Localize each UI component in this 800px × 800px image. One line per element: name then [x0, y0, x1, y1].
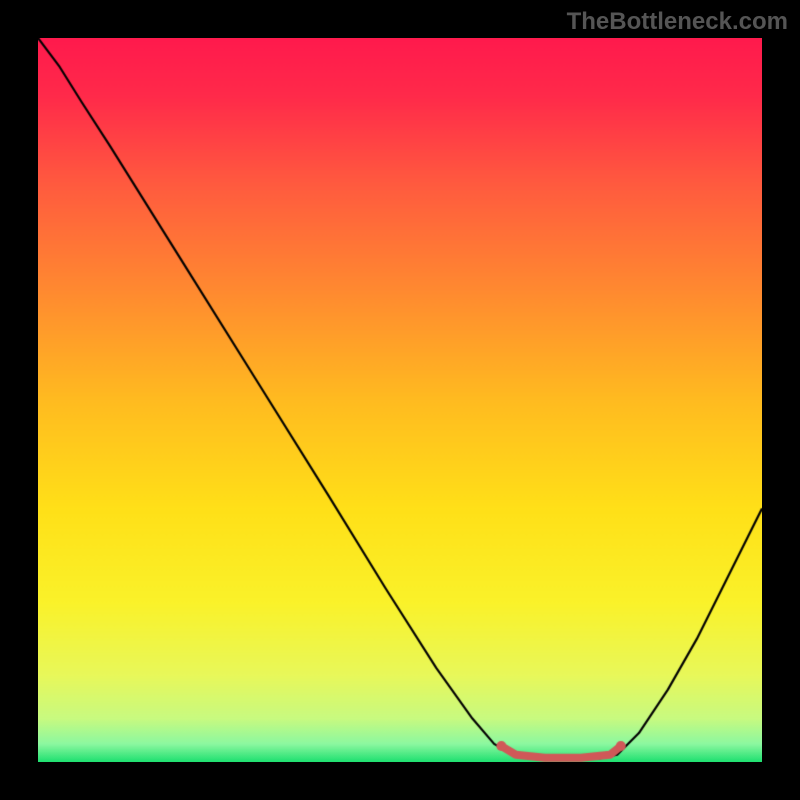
plot-canvas — [38, 38, 762, 762]
chart-stage: TheBottleneck.com — [0, 0, 800, 800]
watermark-text: TheBottleneck.com — [567, 8, 788, 36]
